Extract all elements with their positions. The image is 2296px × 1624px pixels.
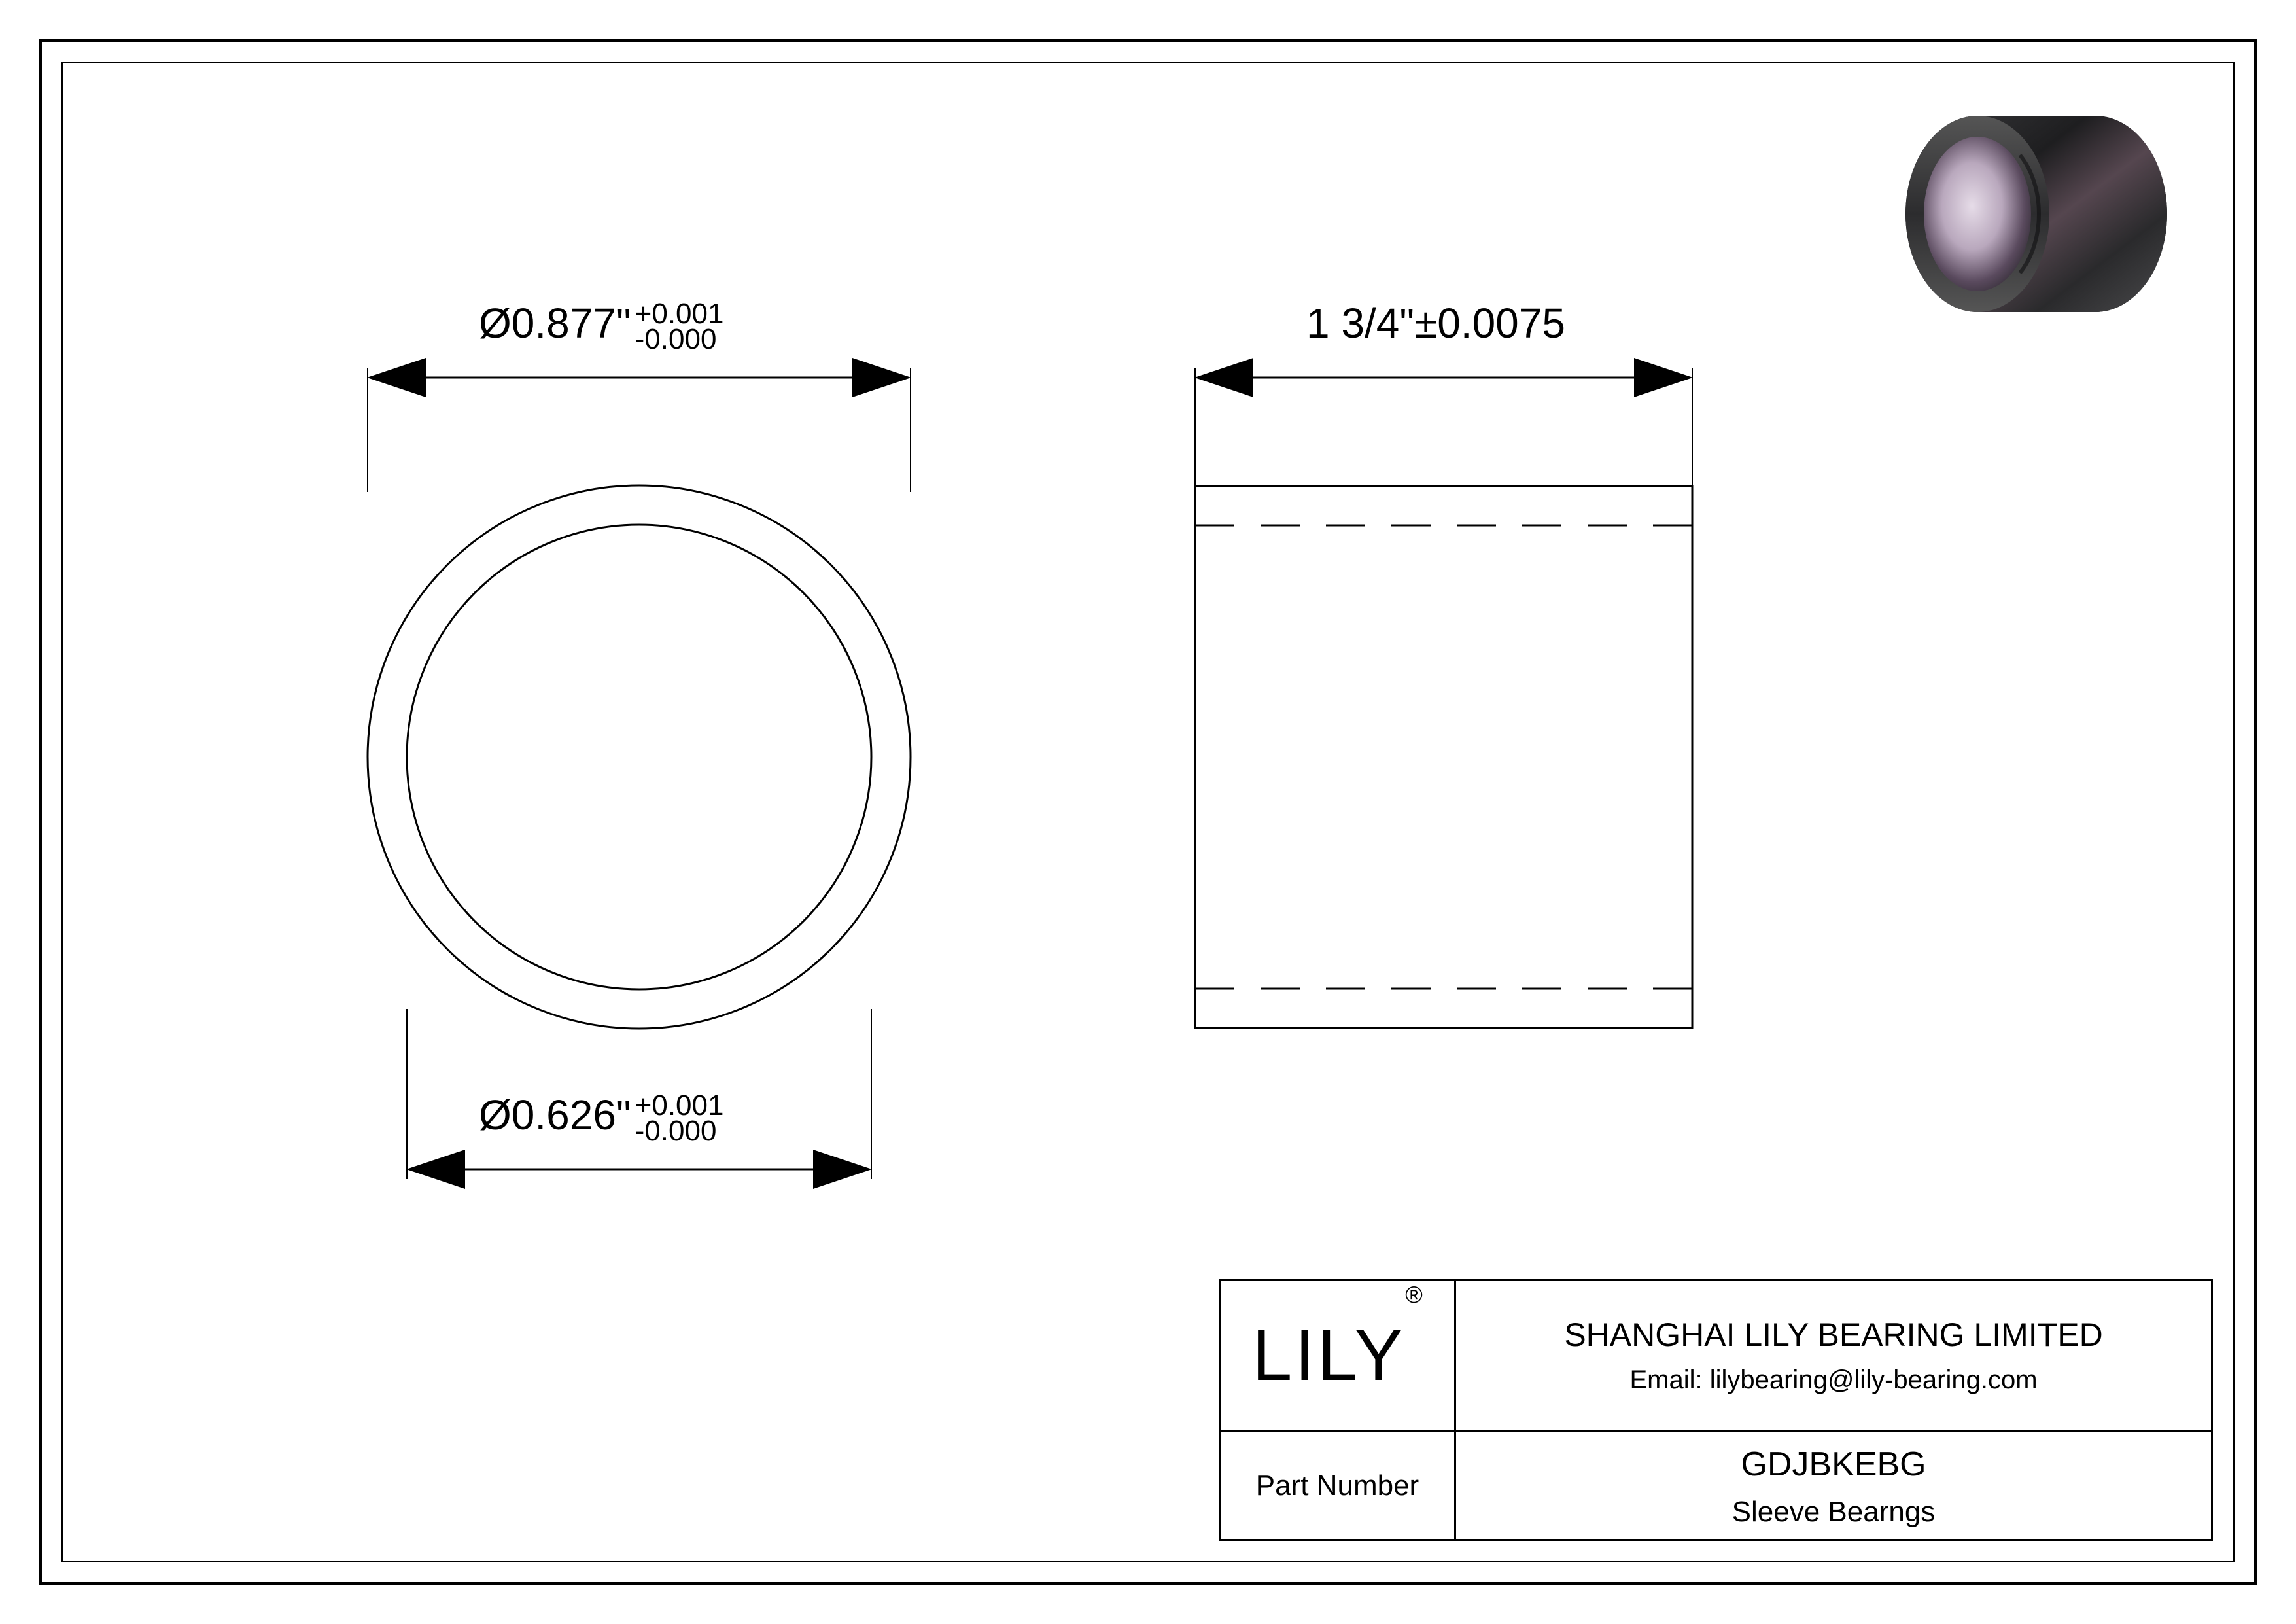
dimension-length: 1 3/4"±0.0075 (1306, 299, 1565, 347)
part-number: GDJBKEBG (1741, 1445, 1926, 1484)
company-name: SHANGHAI LILY BEARING LIMITED (1564, 1316, 2102, 1354)
inner-dia-value: Ø0.626" (479, 1091, 631, 1139)
company-email: Email: lilybearing@lily-bearing.com (1629, 1366, 2037, 1395)
part-number-label: Part Number (1243, 1469, 1432, 1504)
part-number-label-cell: Part Number (1221, 1432, 1456, 1541)
drawing-inner-frame: Ø0.877"+0.001-0.000 Ø0.626"+0.001-0.000 … (61, 62, 2235, 1562)
title-block-company-cell: SHANGHAI LILY BEARING LIMITED Email: lil… (1456, 1281, 2211, 1430)
outer-dia-tolerance: +0.001-0.000 (635, 301, 724, 353)
drawing-sheet: Ø0.877"+0.001-0.000 Ø0.626"+0.001-0.000 … (39, 39, 2257, 1585)
product-type: Sleeve Bearngs (1732, 1496, 1936, 1528)
product-3d-render (1886, 109, 2187, 319)
dimension-outer-diameter: Ø0.877"+0.001-0.000 (479, 299, 723, 353)
length-value: 1 3/4"±0.0075 (1306, 300, 1565, 347)
company-logo: LILY® (1252, 1314, 1423, 1397)
part-number-cell: GDJBKEBG Sleeve Bearngs (1456, 1432, 2211, 1541)
inner-dia-tolerance: +0.001-0.000 (635, 1093, 724, 1144)
title-block: LILY® SHANGHAI LILY BEARING LIMITED Emai… (1219, 1279, 2213, 1541)
dimension-inner-diameter: Ø0.626"+0.001-0.000 (479, 1091, 723, 1144)
outer-dia-value: Ø0.877" (479, 300, 631, 347)
title-block-logo-cell: LILY® (1221, 1281, 1456, 1430)
